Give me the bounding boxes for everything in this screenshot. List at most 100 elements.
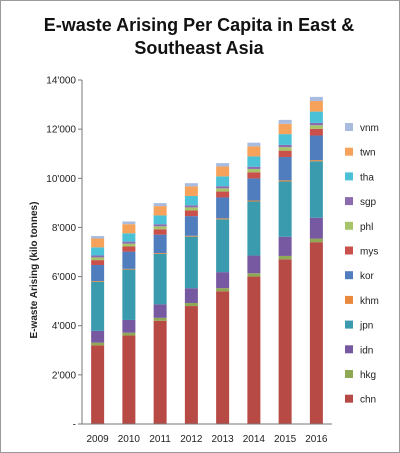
y-axis-label: E-waste Arising (kilo tonnes) — [29, 202, 40, 339]
bar-segment-mys-2013 — [216, 191, 230, 198]
bar-segment-tha-2012 — [184, 195, 198, 206]
bar-segment-mys-2014 — [247, 172, 261, 179]
bar-segment-twn-2010 — [122, 224, 136, 234]
bar-segment-phl-2015 — [278, 147, 292, 151]
bar-segment-tha-2011 — [153, 215, 167, 225]
bar-segment-phl-2013 — [216, 188, 230, 192]
bar-segment-vnm-2009 — [91, 236, 105, 239]
legend: vnm twn tha sgp phl mys kor khm jpn idn hkg chn — [345, 123, 379, 406]
bar-segment-chn-2015 — [278, 259, 292, 424]
bar-segment-sgp-2012 — [184, 205, 198, 208]
bar-segment-chn-2014 — [247, 276, 261, 424]
legend-label-chn: chn — [360, 395, 376, 406]
bar-segment-twn-2011 — [153, 206, 167, 216]
bar-segment-vnm-2012 — [184, 183, 198, 187]
x-tick-label-2015: 2015 — [274, 434, 297, 445]
bar-segment-phl-2016 — [309, 125, 323, 129]
legend-swatch-chn — [345, 394, 353, 403]
chart-title: E-waste Arising Per Capita in East & Sou… — [0, 14, 398, 60]
bar-segment-mys-2010 — [122, 246, 136, 252]
bar-segment-kor-2013 — [216, 197, 230, 219]
bar-segment-hkg-2014 — [247, 273, 261, 277]
bar-segment-jpn-2010 — [122, 269, 136, 320]
legend-label-mys: mys — [360, 247, 378, 258]
bar-segment-idn-2016 — [309, 217, 323, 239]
y-tick-label: 14'000 — [46, 76, 76, 87]
legend-swatch-kor — [345, 271, 353, 280]
bar-segment-chn-2013 — [216, 291, 230, 424]
bar-segment-chn-2009 — [91, 345, 105, 424]
x-tick-label-2010: 2010 — [118, 434, 141, 445]
legend-swatch-tha — [345, 172, 353, 181]
bar-segment-phl-2014 — [247, 168, 261, 173]
legend-swatch-vnm — [345, 123, 353, 131]
bar-segment-chn-2010 — [122, 335, 136, 424]
bar-segment-mys-2011 — [153, 229, 167, 235]
legend-swatch-idn — [345, 345, 353, 354]
bar-segment-mys-2009 — [91, 260, 105, 266]
bar-segment-tha-2016 — [309, 111, 323, 123]
bar-segment-kor-2016 — [309, 135, 323, 161]
bar-segment-sgp-2014 — [247, 166, 261, 169]
bar-segment-hkg-2012 — [184, 302, 198, 307]
legend-label-jpn: jpn — [359, 321, 373, 332]
bar-segment-tha-2014 — [247, 156, 261, 167]
bar-segment-phl-2011 — [153, 226, 167, 230]
bar-segment-hkg-2010 — [122, 332, 136, 336]
bar-segment-kor-2009 — [91, 265, 105, 281]
bar-segment-sgp-2009 — [91, 255, 105, 258]
bar-segment-idn-2010 — [122, 319, 136, 333]
bar-segment-hkg-2016 — [309, 238, 323, 243]
bar-segment-khm-2014 — [247, 200, 261, 202]
bar-segment-khm-2015 — [278, 180, 292, 182]
bar-segment-twn-2012 — [184, 186, 198, 196]
legend-swatch-jpn — [345, 320, 353, 329]
bar-segment-jpn-2012 — [184, 236, 198, 289]
y-tick-label: 2'000 — [52, 370, 77, 381]
bar-segment-idn-2015 — [278, 236, 292, 256]
bar-segment-khm-2012 — [184, 235, 198, 237]
bar-segment-chn-2012 — [184, 306, 198, 424]
bar-segment-twn-2016 — [309, 101, 323, 112]
bar-segment-hkg-2009 — [91, 342, 105, 346]
bar-segment-tha-2009 — [91, 247, 105, 256]
legend-label-kor: kor — [360, 271, 375, 282]
bar-segment-hkg-2015 — [278, 255, 292, 260]
bar-segment-khm-2010 — [122, 268, 136, 270]
bar-segment-vnm-2010 — [122, 221, 136, 225]
bar-segment-idn-2014 — [247, 255, 261, 274]
bar-segment-sgp-2011 — [153, 224, 167, 227]
y-tick-label: 12'000 — [46, 125, 76, 136]
bar-segment-twn-2013 — [216, 166, 230, 177]
bar-segment-phl-2009 — [91, 257, 105, 261]
bar-segment-chn-2011 — [153, 320, 167, 424]
legend-label-tha: tha — [360, 172, 374, 183]
legend-label-idn: idn — [360, 345, 373, 356]
bar-segment-vnm-2013 — [216, 163, 230, 167]
bar-segment-sgp-2013 — [216, 186, 230, 189]
bar-segment-kor-2014 — [247, 178, 261, 201]
bar-segment-mys-2015 — [278, 150, 292, 158]
legend-label-vnm: vnm — [360, 123, 379, 134]
bars-layer — [91, 96, 323, 424]
x-tick-label-2011: 2011 — [149, 434, 171, 445]
bar-segment-jpn-2014 — [247, 201, 261, 256]
bar-segment-hkg-2013 — [216, 288, 230, 292]
bar-segment-twn-2009 — [91, 238, 105, 248]
bar-segment-sgp-2015 — [278, 144, 292, 148]
bar-segment-phl-2012 — [184, 207, 198, 211]
bar-segment-phl-2010 — [122, 243, 136, 247]
x-tick-label-2016: 2016 — [305, 434, 328, 445]
bar-segment-kor-2015 — [278, 157, 292, 181]
bar-segment-jpn-2016 — [309, 161, 323, 218]
bar-segment-khm-2016 — [309, 160, 323, 162]
bar-segment-mys-2016 — [309, 128, 323, 136]
bar-segment-vnm-2011 — [153, 203, 167, 207]
legend-label-twn: twn — [360, 148, 376, 159]
bar-segment-twn-2014 — [247, 146, 261, 157]
bar-segment-idn-2013 — [216, 272, 230, 289]
chart-title-line-2: Southeast Asia — [134, 38, 264, 58]
bar-segment-tha-2010 — [122, 233, 136, 242]
legend-label-hkg: hkg — [360, 370, 376, 381]
